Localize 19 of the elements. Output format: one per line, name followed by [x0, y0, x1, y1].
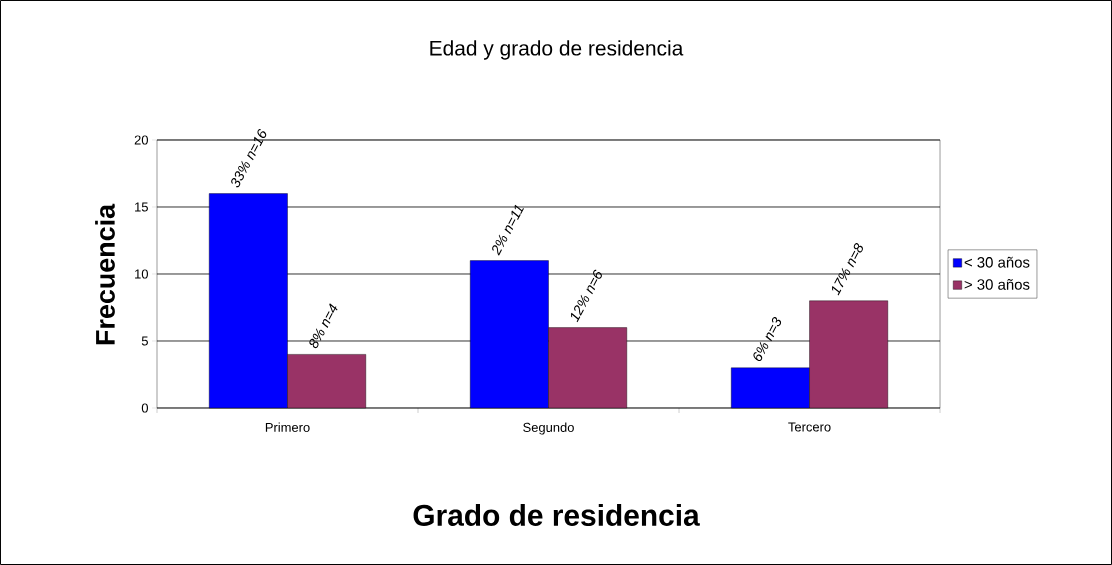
- y-tick-label: 20: [134, 135, 148, 145]
- y-tick-label: 10: [135, 269, 148, 279]
- data-label: 6% n=3: [753, 316, 782, 362]
- data-label: 17% n=8: [832, 243, 863, 296]
- y-tick-label: 5: [141, 336, 148, 346]
- x-tick-label: Tercero: [788, 422, 831, 432]
- chart-title: Edad y grado de residencia: [430, 40, 684, 60]
- legend-label: > 30 años: [964, 278, 1030, 290]
- x-axis-title: Grado de residencia: [413, 504, 700, 526]
- y-tick-label: 15: [135, 202, 148, 212]
- x-tick-label: Primero: [265, 422, 310, 432]
- data-label: 33% n=16: [231, 128, 267, 188]
- data-label: 2% n=11: [492, 204, 524, 256]
- y-tick-label: 0: [141, 403, 148, 413]
- legend-label: < 30 años: [964, 256, 1030, 268]
- data-label: 8% n=4: [309, 303, 338, 349]
- y-axis-title: Frecuencia: [95, 203, 115, 345]
- data-label: 12% n=6: [571, 269, 602, 323]
- x-tick-label: Segundo: [523, 422, 574, 435]
